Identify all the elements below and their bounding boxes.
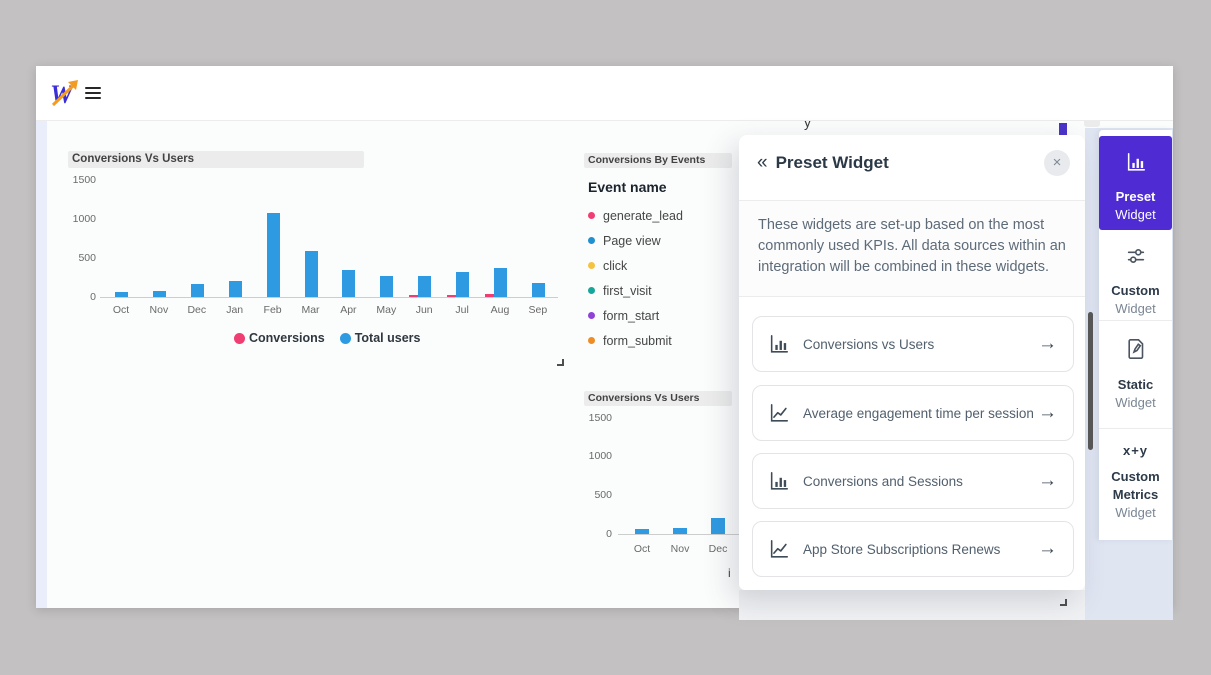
panel-bottom-strip	[739, 590, 1085, 620]
event-name: first_visit	[603, 283, 652, 298]
panel-scrollbar-thumb[interactable]	[1088, 312, 1093, 450]
event-name: click	[603, 258, 628, 273]
preset-widget-card[interactable]: Average engagement time per session →	[752, 385, 1074, 441]
hidden-scrollbar-fragment	[1059, 123, 1067, 135]
events-column-header: Event name	[588, 179, 667, 195]
preset-widget-card[interactable]: App Store Subscriptions Renews →	[752, 521, 1074, 577]
preset-panel-description: These widgets are set-up based on the mo…	[739, 200, 1085, 297]
event-name: Page view	[603, 233, 661, 248]
line-chart-icon	[768, 538, 790, 560]
event-name: form_submit	[603, 333, 672, 348]
widget-type-sidebar: Preset Widget Custom Widget Static Widget x+y C…	[1099, 130, 1172, 540]
sidebar-item-label: Widget	[1115, 505, 1156, 520]
logo-arrow-icon	[51, 80, 78, 107]
document-icon	[1124, 337, 1148, 366]
arrow-right-icon: →	[1038, 538, 1057, 559]
arrow-right-icon: →	[1038, 402, 1057, 423]
event-row: generate_lead	[588, 203, 738, 228]
preset-widget-card[interactable]: Conversions and Sessions →	[752, 453, 1074, 509]
bar-chart-icon	[768, 470, 790, 492]
sidebar-item-label: Custom	[1111, 283, 1160, 298]
events-widget-title: Conversions By Events	[584, 153, 732, 168]
event-color-dot	[588, 262, 595, 269]
collapsed-nav-strip	[36, 121, 47, 608]
sidebar-item-static-widget[interactable]: Static Widget	[1099, 320, 1172, 428]
chart1-legend: Conversions Total users	[234, 331, 420, 345]
chart1-resize-handle[interactable]	[557, 359, 564, 366]
event-name: form_start	[603, 308, 660, 323]
preset-widget-label: Conversions vs Users	[803, 336, 935, 352]
sidebar-item-label: Widget	[1115, 301, 1156, 316]
preset-panel-title: Preset Widget	[775, 153, 889, 172]
sidebar-item-custom-widget[interactable]: Custom Widget	[1099, 230, 1172, 320]
arrow-right-icon: →	[1038, 470, 1057, 491]
sidebar-item-label: Widget	[1115, 207, 1156, 222]
hamburger-menu-icon[interactable]	[85, 87, 101, 100]
legend-item: Conversions	[234, 331, 325, 345]
sidebar-item-label: Preset	[1115, 189, 1156, 204]
event-row: form_submit	[588, 328, 738, 353]
preset-panel-header: « Preset Widget ×	[739, 135, 1085, 191]
event-color-dot	[588, 237, 595, 244]
bar-chart-icon	[1125, 151, 1147, 178]
event-row: form_start	[588, 303, 738, 328]
hidden-button-fragment	[1084, 116, 1100, 127]
event-name: generate_lead	[603, 208, 683, 223]
sidebar-item-preset-widget[interactable]: Preset Widget	[1099, 136, 1172, 230]
legend-dot	[339, 332, 351, 344]
sidebar-item-custom-metrics-widget[interactable]: x+y Custom Metrics Widget	[1099, 428, 1172, 540]
topbar: W	[36, 66, 1173, 121]
hidden-chart-text-fragment: y	[804, 114, 811, 130]
app-logo[interactable]: W	[48, 78, 82, 110]
collapse-back-icon[interactable]: «	[757, 152, 768, 173]
drawer-resize-handle[interactable]	[1060, 599, 1067, 606]
legend-dot	[234, 332, 245, 344]
legend-item: Total users	[339, 331, 421, 345]
event-color-dot	[588, 337, 595, 344]
preset-widget-list: Conversions vs Users → Average engagement …	[752, 316, 1076, 578]
close-icon[interactable]: ×	[1044, 150, 1070, 176]
sidebar-item-label: Custom	[1111, 469, 1160, 484]
preset-widget-label: Conversions and Sessions	[803, 473, 963, 489]
sidebar-item-label: Metrics	[1112, 487, 1159, 502]
bar-chart-icon	[768, 333, 790, 355]
legend-label: Conversions	[249, 331, 325, 345]
sidebar-item-label: Widget	[1115, 395, 1156, 410]
chart2-title: Conversions Vs Users	[584, 391, 732, 406]
sidebar-item-label: Static	[1117, 377, 1154, 392]
hidden-legend-fragment: i	[728, 566, 731, 580]
event-color-dot	[588, 212, 595, 219]
sliders-icon	[1125, 245, 1147, 272]
event-color-dot	[588, 287, 595, 294]
preset-widget-card[interactable]: Conversions vs Users →	[752, 316, 1074, 372]
event-row: click	[588, 253, 738, 278]
line-chart-icon	[768, 402, 790, 424]
preset-widget-label: App Store Subscriptions Renews	[803, 541, 1001, 557]
event-row: Page view	[588, 228, 738, 253]
arrow-right-icon: →	[1038, 333, 1057, 354]
event-row: first_visit	[588, 278, 738, 303]
legend-label: Total users	[354, 331, 421, 345]
chart1-title: Conversions Vs Users	[68, 151, 364, 168]
event-color-dot	[588, 312, 595, 319]
preset-widget-label: Average engagement time per session	[803, 405, 1034, 421]
xy-icon: x+y	[1122, 443, 1149, 458]
